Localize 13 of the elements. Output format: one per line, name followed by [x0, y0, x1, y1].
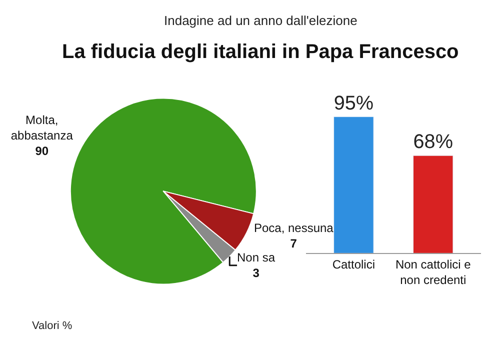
- slice-label: Poca, nessuna: [254, 221, 334, 236]
- slice-label: Molta, abbastanza: [10, 112, 74, 143]
- x-tick-label: Cattolici: [332, 258, 376, 272]
- data-label: 90: [35, 144, 49, 158]
- data-label: 95%: [334, 92, 374, 114]
- chart-subtitle: Indagine ad un anno dall'elezione: [164, 13, 358, 28]
- data-label: 7: [290, 236, 298, 251]
- chart-title: La fiducia degli italiani in Papa Francesco: [62, 41, 459, 63]
- data-label: 3: [252, 266, 260, 280]
- text: Valori %: [32, 320, 72, 332]
- data-label: 68%: [413, 131, 453, 154]
- x-tick-label: Non cattolici e non credenti: [395, 258, 472, 288]
- slice-label: Non sa: [237, 250, 276, 265]
